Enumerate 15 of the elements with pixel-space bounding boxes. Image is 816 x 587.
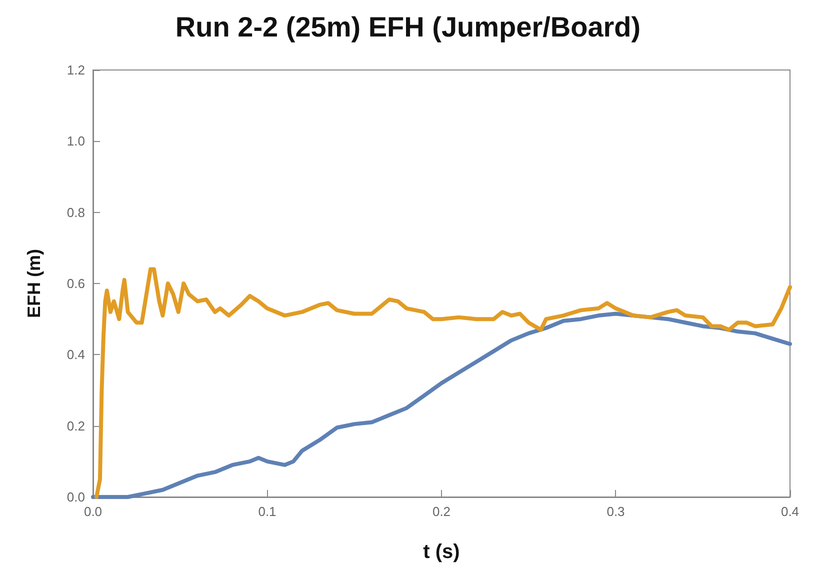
x-tick-label: 0.1 — [258, 504, 276, 519]
x-axis-title: t (s) — [423, 541, 460, 563]
y-tick-label: 0.2 — [66, 418, 85, 434]
chart-title: Run 2-2 (25m) EFH (Jumper/Board) — [175, 12, 641, 42]
x-tick-label: 0.2 — [432, 504, 451, 519]
y-tick-label: 0.6 — [66, 276, 85, 291]
x-tick-label: 0.3 — [606, 504, 625, 519]
y-tick-label: 0.8 — [66, 204, 85, 220]
y-axis-title: EFH (m) — [24, 249, 44, 318]
y-tick-label: 1.0 — [66, 134, 85, 149]
x-tick-label: 0.0 — [84, 504, 102, 519]
x-tick-label: 0.4 — [780, 504, 800, 519]
y-tick-label: 0.4 — [66, 347, 85, 362]
y-tick-label: 1.2 — [66, 62, 85, 78]
y-tick-label: 0.0 — [66, 490, 85, 504]
